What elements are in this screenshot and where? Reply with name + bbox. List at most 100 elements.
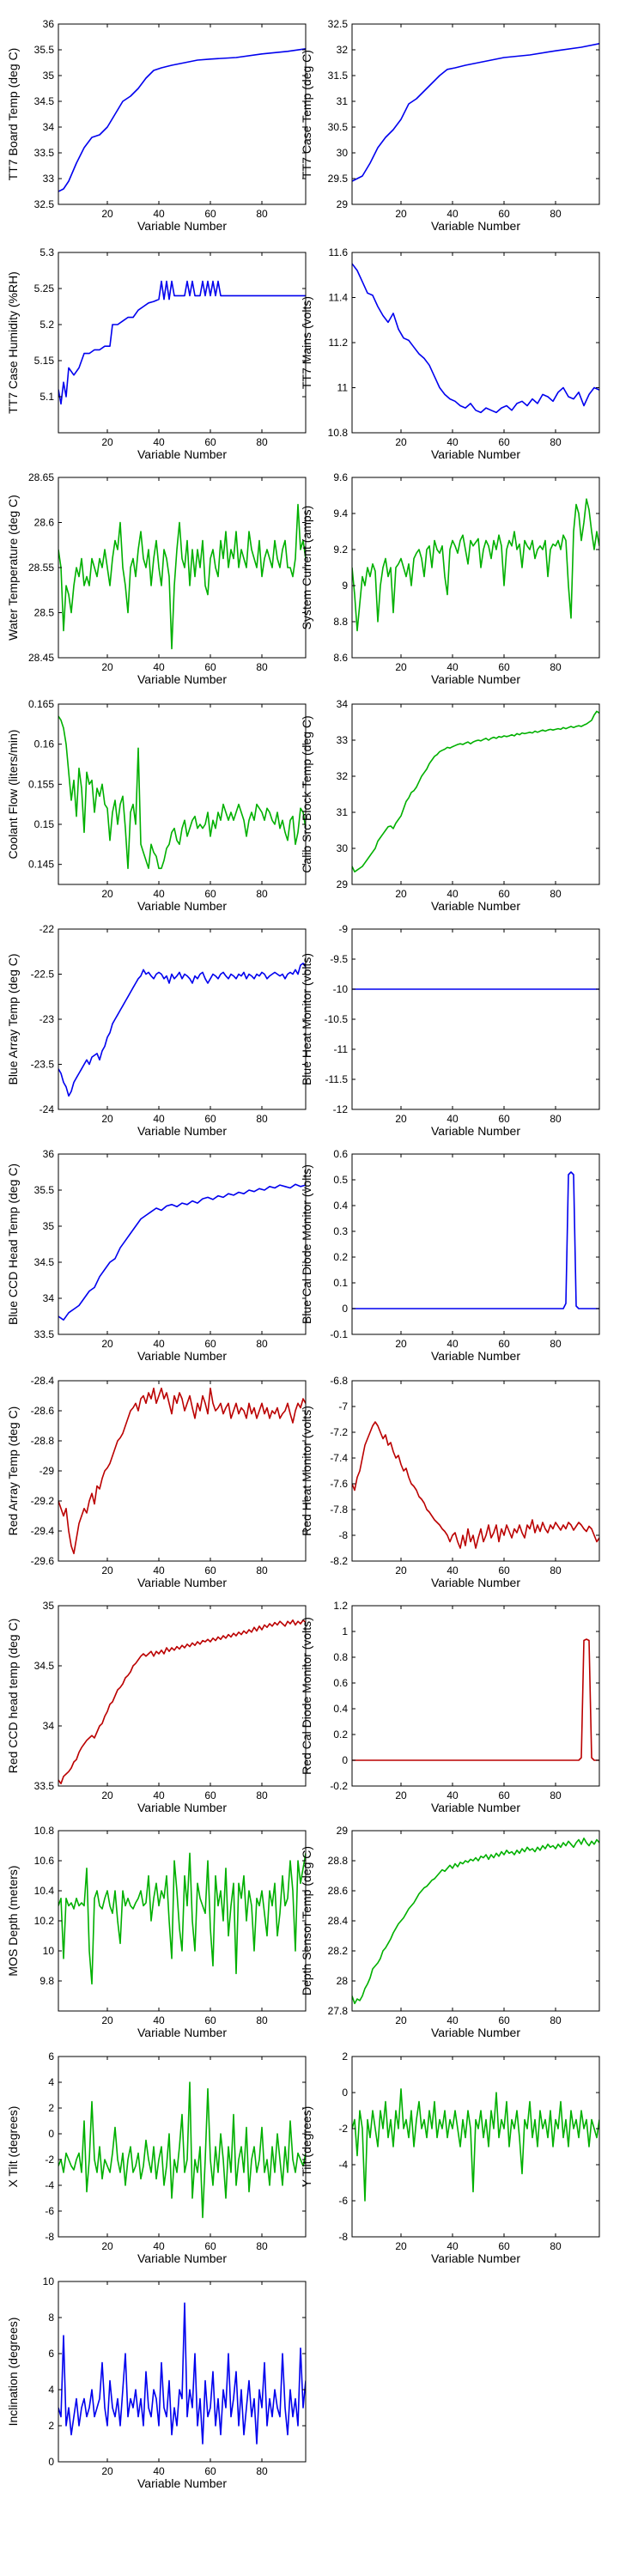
y-tick-label: 0.1 [333,1277,348,1289]
y-axis-label: Blue Cal Diode Monitor (volts) [300,1164,313,1324]
y-tick-label: 33.5 [34,1328,55,1340]
x-tick-label: 60 [498,661,510,673]
series-line [58,715,306,870]
y-tick-label: 35 [43,1600,55,1612]
y-axis-label: TT7 Case Temp (deg C) [300,50,313,179]
y-tick-label: 31 [337,95,349,107]
y-tick-label: 5.2 [39,319,54,331]
y-tick-label: -28.6 [31,1405,55,1417]
y-tick-label: -10 [333,983,349,995]
x-tick-label: 20 [395,208,407,220]
plot-frame [351,2056,600,2238]
x-tick-label: 80 [550,436,562,448]
y-axis-label: Inclination (degrees) [6,2318,20,2427]
x-axis-label: Variable Number [137,447,227,461]
series-line [58,280,306,405]
y-tick-label: 28.8 [328,1855,349,1867]
plot-frame [58,477,307,659]
y-tick-label: 0.6 [333,1677,348,1689]
x-axis-label: Variable Number [431,899,520,913]
chart-panel: 20 40 60 80 29 30 31 32 33 34 Variable Number Calib… [300,698,600,913]
x-tick-label: 20 [395,888,407,900]
y-axis-label: Y Tilt (degrees) [300,2106,313,2188]
series-line [58,2302,306,2445]
x-tick-label: 80 [256,2014,268,2026]
y-tick-label: -7 [338,1400,348,1413]
x-tick-label: 20 [101,2240,113,2252]
y-tick-label: 9.2 [333,544,348,556]
y-axis-label: TT7 Case Humidity (%RH) [6,271,20,414]
series-line [352,710,599,873]
y-tick-label: 11 [337,382,349,394]
y-tick-label: 9.4 [333,507,348,519]
y-tick-label: 29 [337,198,349,210]
y-tick-label: -29.6 [31,1555,55,1567]
plot-frame [58,703,307,885]
x-tick-label: 40 [447,2240,459,2252]
x-tick-label: 40 [447,2014,459,2026]
x-tick-label: 40 [447,208,459,220]
series-line [352,263,599,414]
x-tick-label: 40 [447,436,459,448]
x-tick-label: 60 [204,661,216,673]
chart-panel: 20 40 60 80 9.8 10 10.2 10.4 10.6 10.8 Variable Nu… [6,1825,307,2039]
x-axis-label: Variable Number [137,1801,227,1814]
y-tick-label: 10.4 [34,1885,55,1897]
x-tick-label: 40 [447,661,459,673]
x-axis-label: Variable Number [431,1801,520,1814]
x-tick-label: 60 [204,208,216,220]
x-tick-label: 80 [256,661,268,673]
y-tick-label: -29.4 [31,1525,55,1537]
x-axis-label: Variable Number [431,1124,520,1138]
y-tick-label: 27.8 [328,2005,349,2017]
x-tick-label: 20 [101,661,113,673]
y-tick-label: 0.155 [28,778,54,790]
chart-panel: 20 40 60 80 28.45 28.5 28.55 28.6 28.65 Variable … [6,471,307,686]
chart-panel: 20 40 60 80 33.5 34 34.5 35 Variable Number Red C… [6,1600,307,1814]
x-axis-label: Variable Number [137,672,227,686]
y-tick-label: -7.6 [330,1478,348,1490]
y-tick-label: 5.25 [34,283,55,295]
y-tick-label: 0.8 [333,1651,348,1663]
y-tick-label: 5.15 [34,355,55,367]
x-tick-label: 40 [153,661,165,673]
x-tick-label: 40 [447,1564,459,1577]
series-line [352,1171,599,1309]
y-tick-label: 10 [43,1945,55,1957]
y-tick-label: 34.5 [34,95,55,107]
x-tick-label: 60 [204,1789,216,1801]
y-tick-label: -7.2 [330,1426,348,1438]
y-tick-label: 33.5 [34,147,55,159]
x-tick-label: 80 [550,888,562,900]
x-tick-label: 40 [447,1338,459,1350]
y-axis-label: Red Cal Diode Monitor (volts) [300,1617,313,1775]
y-tick-label: 36 [43,1148,55,1160]
x-tick-label: 20 [101,436,113,448]
y-axis-label: Water Temperature (deg C) [6,495,20,641]
x-tick-label: 80 [550,1338,562,1350]
y-tick-label: 35 [43,70,55,82]
x-tick-label: 40 [153,2014,165,2026]
x-tick-label: 80 [550,2014,562,2026]
x-axis-label: Variable Number [137,1349,227,1363]
x-tick-label: 40 [153,1113,165,1125]
y-axis-label: TT7 Board Temp (deg C) [6,48,20,181]
x-tick-label: 80 [550,2240,562,2252]
x-axis-label: Variable Number [137,899,227,913]
y-tick-label: 0.4 [333,1200,348,1212]
chart-panel: 20 40 60 80 33.5 34 34.5 35 35.5 36 Variable Numbe… [6,1148,307,1363]
y-tick-label: 29.5 [328,173,349,185]
y-tick-label: 0.15 [34,818,55,830]
x-tick-label: 80 [256,1113,268,1125]
y-tick-label: 29 [337,878,349,890]
y-tick-label: -2 [45,2154,54,2166]
plot-frame [351,477,600,659]
y-tick-label: 9 [342,580,348,592]
y-tick-label: 0.165 [28,698,54,710]
y-tick-label: -11.5 [325,1073,349,1085]
x-tick-label: 80 [256,208,268,220]
x-tick-label: 80 [256,436,268,448]
x-tick-label: 80 [256,1564,268,1577]
x-axis-label: Variable Number [137,219,227,233]
